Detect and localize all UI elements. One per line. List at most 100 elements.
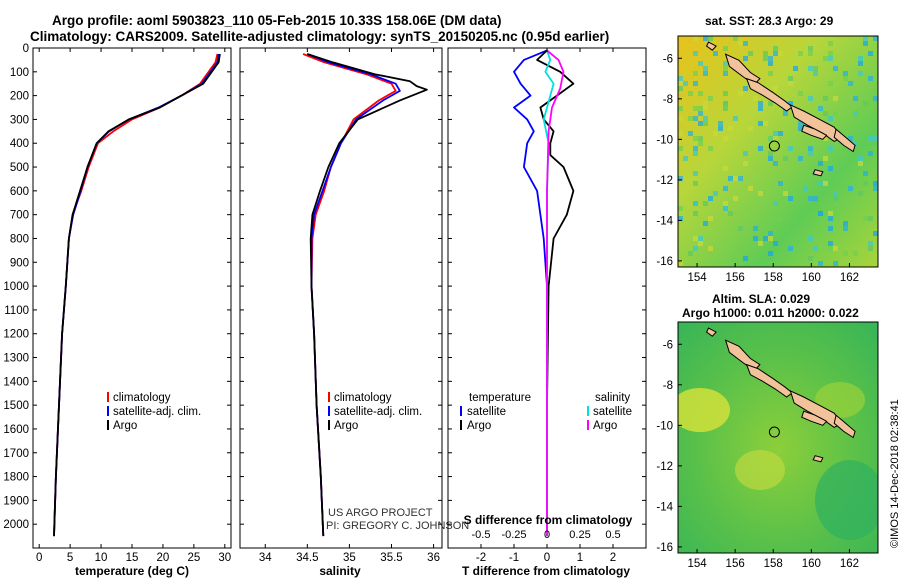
sst-pixel	[763, 56, 768, 61]
sst-pixel	[693, 51, 698, 56]
legend-salinity-heading: salinity	[595, 392, 630, 404]
sst-pixel	[788, 246, 793, 251]
sst-pixel	[753, 236, 758, 241]
sst-pixel	[808, 46, 813, 51]
latitude-tick-label: -8	[663, 94, 673, 106]
sst-pixel	[693, 136, 698, 141]
difference-legend: temperature salinity satellite Argo sate…	[460, 392, 632, 432]
sst-pixel	[678, 146, 683, 151]
sst-pixel	[768, 151, 773, 156]
pressure-tick-label: 400	[10, 138, 29, 150]
temperature-legend: climatology satellite-adj. clim. Argo	[107, 392, 201, 432]
sst-pixel	[873, 141, 878, 146]
sst-pixel	[788, 146, 793, 151]
sst-pixel	[768, 101, 773, 106]
latitude-tick-label: -14	[656, 215, 673, 227]
pressure-tick-label: 1200	[3, 329, 29, 341]
sst-pixel	[748, 51, 753, 56]
legend-t-argo-label: Argo	[467, 420, 491, 432]
sst-pixel	[743, 161, 748, 166]
sst-pixel	[873, 136, 878, 141]
sst-pixel	[703, 116, 708, 121]
island-coastline	[801, 124, 828, 140]
series-line-temperature-argo	[536, 49, 575, 537]
sst-pixel	[803, 186, 808, 191]
sst-pixel	[738, 226, 743, 231]
legend-climatology-label: climatology	[113, 392, 171, 404]
sst-pixel	[723, 206, 728, 211]
sst-pixel	[678, 81, 683, 86]
sst-pixel	[708, 146, 713, 151]
sst-pixel	[788, 101, 793, 106]
sst-pixel	[818, 211, 823, 216]
longitude-tick-label: 156	[726, 272, 745, 284]
sst-pixel	[868, 76, 873, 81]
sst-pixel	[688, 131, 693, 136]
sst-pixel	[828, 116, 833, 121]
salinity-legend: climatology satellite-adj. clim. Argo	[328, 392, 422, 432]
x-tick-label: 10	[95, 552, 108, 564]
sst-pixel	[723, 101, 728, 106]
sst-pixel	[678, 206, 683, 211]
sst-pixel	[873, 96, 878, 101]
sst-pixel	[768, 56, 773, 61]
sst-pixel	[813, 196, 818, 201]
sst-pixel	[858, 171, 863, 176]
sst-pixel	[813, 66, 818, 71]
legend-s-argo-label: Argo	[593, 420, 617, 432]
figure-title-line1: Argo profile: aoml 5903823_110 05-Feb-20…	[52, 13, 502, 28]
sst-pixel	[828, 51, 833, 56]
sst-pixel	[773, 241, 778, 246]
sst-pixel	[808, 256, 813, 261]
x-tick-label: 0	[544, 552, 550, 564]
footer-timestamp: ©IMOS 14-Dec-2018 02:38:41	[889, 399, 900, 548]
sst-pixel	[703, 66, 708, 71]
sst-pixel	[863, 181, 868, 186]
island-coastline	[745, 77, 794, 112]
sst-pixel	[808, 196, 813, 201]
sst-pixel	[858, 191, 863, 196]
s-difference-tick-label: -0.5	[472, 529, 491, 541]
sst-pixel	[818, 106, 823, 111]
temperature-panel-frame	[32, 47, 232, 549]
x-tick-label: -1	[509, 552, 519, 564]
sst-pixel	[833, 111, 838, 116]
legend-satellite-label: satellite-adj. clim.	[334, 406, 422, 418]
sst-pixel	[843, 221, 848, 226]
sla-map-frame	[677, 321, 879, 554]
sst-pixel	[693, 116, 698, 121]
s-difference-tick-label: 0.25	[569, 529, 590, 541]
sst-pixel	[703, 221, 708, 226]
sst-pixel	[868, 51, 873, 56]
sst-pixel	[703, 71, 708, 76]
latitude-tick-label: -10	[656, 134, 673, 146]
sst-pixel	[688, 251, 693, 256]
legend-argo-label: Argo	[113, 420, 137, 432]
pressure-tick-label: 800	[10, 233, 29, 245]
latitude-tick-label: -16	[656, 542, 673, 554]
sst-pixel	[693, 246, 698, 251]
series-line-satellite-adj-clim	[53, 53, 220, 537]
sst-map-frame	[677, 35, 879, 268]
sst-pixel	[868, 241, 873, 246]
sst-pixel	[693, 151, 698, 156]
sst-pixel	[733, 176, 738, 181]
pressure-axis: 0 100 200 300 400 500 600 700 800 900 1000 1100 1200…	[3, 43, 646, 531]
sst-pixel	[868, 176, 873, 181]
latitude-tick-label: -6	[663, 339, 673, 351]
x-tick-label: 20	[157, 552, 170, 564]
sst-pixel	[763, 236, 768, 241]
sst-pixel	[773, 161, 778, 166]
sst-pixel	[768, 231, 773, 236]
pressure-tick-label: 500	[10, 162, 29, 174]
sst-pixel	[853, 96, 858, 101]
sst-pixel	[733, 36, 738, 41]
longitude-tick-label: 160	[802, 272, 821, 284]
sst-pixel	[693, 181, 698, 186]
s-difference-tick-label: -0.25	[501, 529, 526, 541]
sst-pixel	[693, 171, 698, 176]
sst-pixel	[728, 126, 733, 131]
sst-pixel	[858, 56, 863, 61]
sst-pixel	[698, 141, 703, 146]
pressure-tick-label: 1100	[4, 305, 29, 317]
